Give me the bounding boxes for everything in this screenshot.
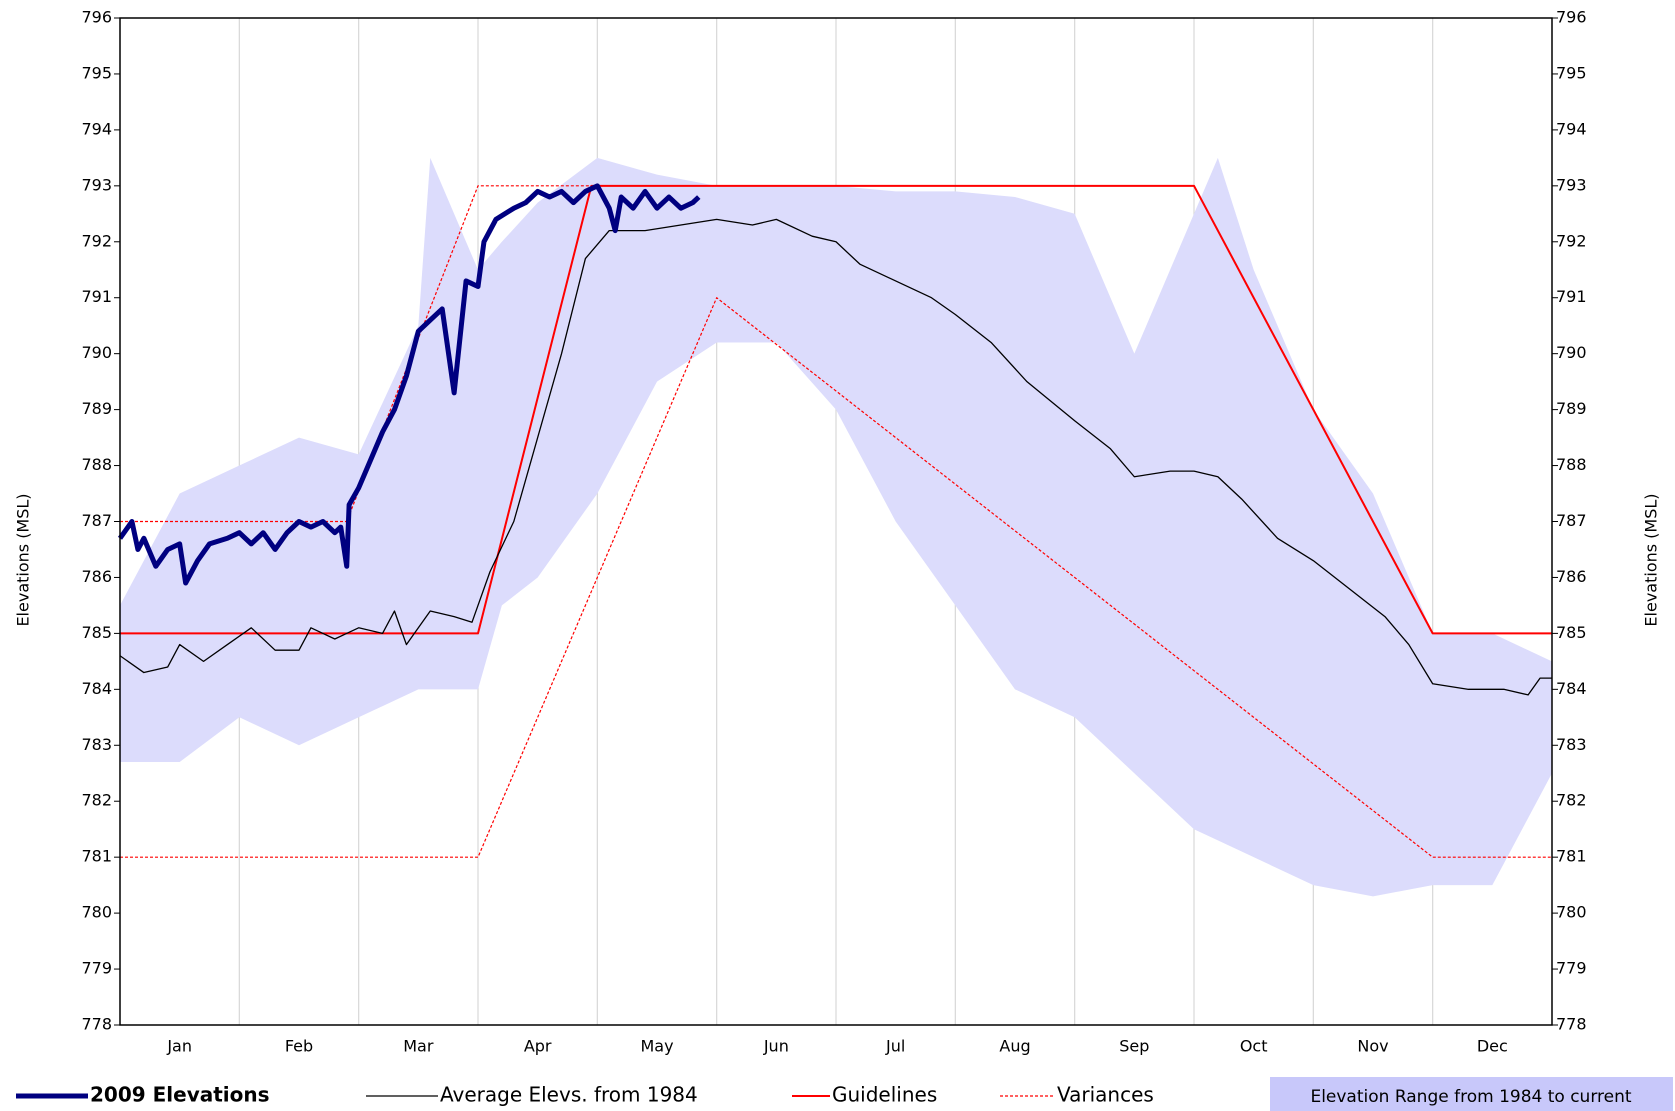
- y-tick-label: 790: [81, 343, 112, 362]
- y2-tick-label: 786: [1556, 567, 1587, 586]
- y-tick-label: 786: [81, 567, 112, 586]
- y2-tick-label: 780: [1556, 903, 1587, 922]
- y-tick-label: 779: [81, 959, 112, 978]
- x-tick-label: Aug: [999, 1037, 1030, 1056]
- y2-tick-label: 792: [1556, 231, 1587, 250]
- y-tick-label: 792: [81, 231, 112, 250]
- y2-tick-label: 795: [1556, 63, 1587, 82]
- y-tick-label: 781: [81, 847, 112, 866]
- y-tick-label: 795: [81, 63, 112, 82]
- y2-tick-label: 781: [1556, 847, 1587, 866]
- y-axis-label: Elevations (MSL): [14, 493, 33, 626]
- y2-tick-label: 793: [1556, 175, 1587, 194]
- x-tick-label: Feb: [285, 1037, 313, 1056]
- y-tick-label: 789: [81, 399, 112, 418]
- y-tick-label: 796: [81, 8, 112, 27]
- x-tick-label: Jan: [166, 1037, 192, 1056]
- y2-tick-label: 784: [1556, 679, 1587, 698]
- y2-tick-label: 796: [1556, 8, 1587, 27]
- y2-tick-label: 788: [1556, 455, 1587, 474]
- y2-tick-label: 790: [1556, 343, 1587, 362]
- y2-tick-label: 789: [1556, 399, 1587, 418]
- legend-label: Average Elevs. from 1984: [440, 1083, 698, 1107]
- y2-tick-label: 785: [1556, 623, 1587, 642]
- series-line: [120, 184, 1552, 635]
- y-tick-label: 788: [81, 455, 112, 474]
- y-tick-label: 791: [81, 287, 112, 306]
- x-tick-label: Oct: [1240, 1037, 1268, 1056]
- y-tick-label: 787: [81, 511, 112, 530]
- legend-label: Variances: [1057, 1083, 1154, 1107]
- range-band: [120, 157, 1552, 897]
- y2-tick-label: 778: [1556, 1015, 1587, 1034]
- y2-tick-label: 791: [1556, 287, 1587, 306]
- y-tick-label: 784: [81, 679, 112, 698]
- y-tick-label: 785: [81, 623, 112, 642]
- y-tick-label: 778: [81, 1015, 112, 1034]
- y-tick-label: 793: [81, 175, 112, 194]
- legend-label: Elevation Range from 1984 to current: [1310, 1087, 1631, 1107]
- x-tick-label: May: [640, 1037, 673, 1056]
- y2-tick-label: 782: [1556, 791, 1587, 810]
- x-tick-label: Apr: [524, 1037, 552, 1056]
- y2-tick-label: 779: [1556, 959, 1587, 978]
- series-line: [119, 218, 1552, 696]
- y2-tick-label: 787: [1556, 511, 1587, 530]
- x-tick-label: Dec: [1477, 1037, 1508, 1056]
- x-tick-label: Jun: [763, 1037, 789, 1056]
- y2-tick-label: 794: [1556, 119, 1587, 138]
- y-tick-label: 794: [81, 119, 112, 138]
- legend-label: 2009 Elevations: [90, 1083, 270, 1107]
- y-tick-label: 780: [81, 903, 112, 922]
- y-tick-label: 782: [81, 791, 112, 810]
- y2-axis-label: Elevations (MSL): [1642, 493, 1661, 626]
- y2-tick-label: 783: [1556, 735, 1587, 754]
- y-tick-label: 783: [81, 735, 112, 754]
- x-tick-label: Nov: [1357, 1037, 1388, 1056]
- legend-label: Guidelines: [832, 1083, 937, 1107]
- series-line: [117, 183, 701, 586]
- x-tick-label: Mar: [403, 1037, 434, 1056]
- x-tick-label: Sep: [1119, 1037, 1149, 1056]
- legend-swatch: [1270, 1077, 1673, 1111]
- x-tick-label: Jul: [885, 1037, 905, 1056]
